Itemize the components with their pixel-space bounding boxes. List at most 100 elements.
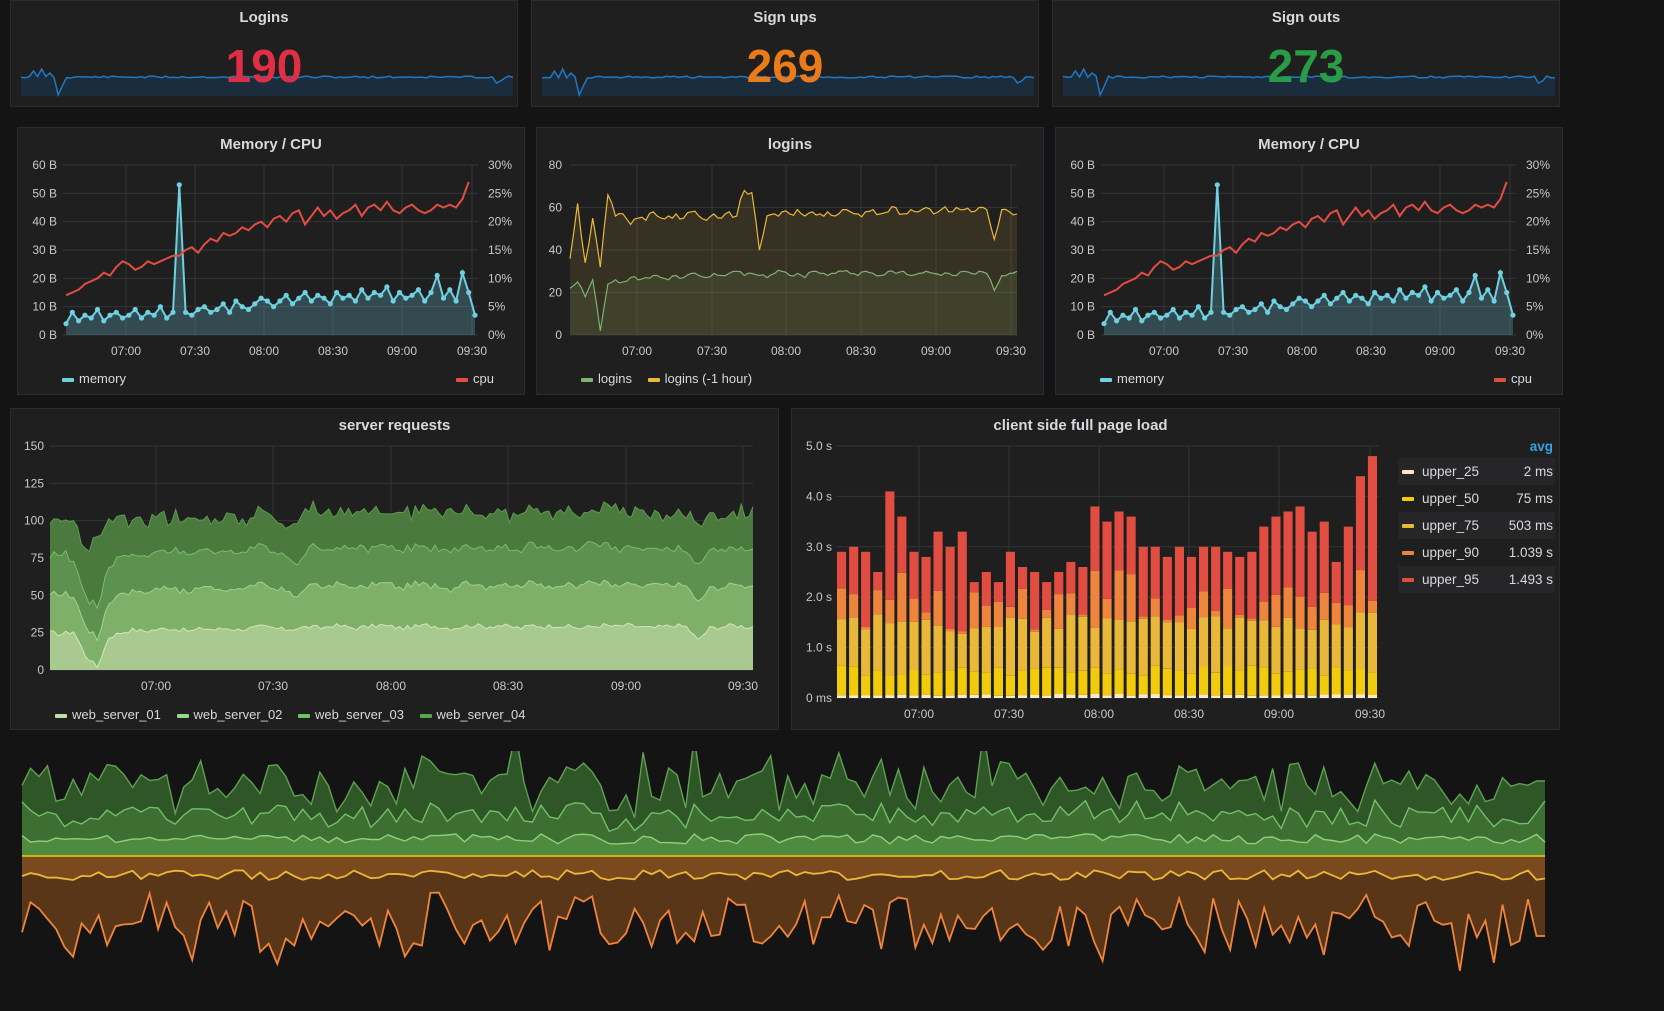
legend-web-server-03[interactable]: web_server_03 — [298, 707, 404, 722]
legend-upper-90[interactable]: upper_90 1.039 s — [1398, 539, 1555, 566]
legend-label: web_server_01 — [72, 707, 161, 722]
page-load-legend: avg upper_25 2 ms upper_50 75 ms upper_75 5… — [1398, 436, 1555, 593]
bar-upper_50 — [1126, 673, 1136, 696]
legend-web-server-01[interactable]: web_server_01 — [55, 707, 161, 722]
legend-upper-50[interactable]: upper_50 75 ms — [1398, 485, 1555, 512]
legend-web-server-04[interactable]: web_server_04 — [419, 707, 525, 722]
bar-upper_75 — [1126, 621, 1136, 674]
upper-line-1 — [21, 833, 1546, 845]
memory-point — [434, 272, 440, 279]
bar-upper_75 — [837, 619, 847, 666]
x-tick: 07:30 — [697, 344, 727, 358]
bar-upper_75 — [1355, 612, 1365, 669]
memory-point — [1378, 295, 1384, 301]
logins-panel[interactable]: logins 0 20 40 60 80 07:00 07:30 08:00 08:30 09:0… — [536, 127, 1044, 395]
bar-upper_50 — [837, 665, 847, 696]
memory-point — [220, 301, 226, 307]
lower-line-2 — [21, 890, 1545, 971]
legend-memory[interactable]: memory — [1100, 371, 1164, 386]
bottom-area-chart — [21, 751, 1546, 971]
stat-panel-sign-ups[interactable]: Sign ups 269 — [531, 0, 1039, 107]
memory-point — [113, 309, 119, 315]
legend-swatch — [1494, 377, 1507, 382]
x-tick: 08:30 — [493, 679, 523, 693]
bar-upper_25 — [1211, 695, 1221, 698]
legend-upper-25[interactable]: upper_25 2 ms — [1398, 458, 1555, 485]
bar-upper_90 — [1343, 605, 1353, 628]
bar-upper_75 — [1367, 612, 1377, 673]
legend-swatch — [456, 377, 469, 382]
bar-upper_95 — [1307, 531, 1317, 607]
legend-cpu[interactable]: cpu — [456, 371, 494, 386]
bar-upper_95 — [1199, 546, 1209, 592]
memory-point — [365, 295, 371, 301]
y-tick-right: 15% — [1526, 243, 1550, 257]
bar-upper_75 — [1054, 628, 1064, 668]
legend-cpu[interactable]: cpu — [1494, 371, 1532, 386]
memory-point — [1422, 284, 1428, 290]
memory-point — [126, 312, 132, 318]
stat-panel-sign-outs[interactable]: Sign outs 273 — [1052, 0, 1560, 107]
memory-cpu-panel-right[interactable]: Memory / CPU 0 B 0% 10 B 5% 20 B 10% 30 B 15% 40… — [1055, 127, 1563, 395]
legend-label: web_server_03 — [315, 707, 404, 722]
memory-point — [1151, 309, 1157, 315]
memory-point — [1265, 309, 1271, 315]
panel-title: logins — [767, 136, 813, 153]
bar-upper_50 — [1174, 670, 1184, 696]
bar-upper_75 — [897, 621, 907, 675]
bar-upper_75 — [1090, 627, 1100, 668]
y-tick-right: 5% — [1526, 300, 1544, 314]
memory-point — [1365, 301, 1371, 307]
x-tick: 09:00 — [611, 679, 641, 693]
legend-upper-75[interactable]: upper_75 503 ms — [1398, 512, 1555, 539]
bar-upper_25 — [1138, 694, 1148, 698]
legend-logins[interactable]: logins — [581, 371, 632, 386]
legend-memory[interactable]: memory — [62, 371, 126, 386]
memory-point — [453, 298, 459, 304]
sparkline-fill — [1063, 69, 1555, 96]
stat-value: 273 — [1267, 40, 1345, 92]
memory-point — [1447, 292, 1453, 298]
memory-cpu-panel-left[interactable]: Memory / CPU 0 B 0% 10 B 5% 20 B 10% 30 B 15% 40… — [17, 127, 525, 395]
memory-point — [1252, 306, 1258, 313]
bar-upper_95 — [1030, 572, 1040, 630]
bar-upper_95 — [1066, 561, 1076, 594]
bar-upper_95 — [1259, 526, 1269, 602]
bar-upper_90 — [1235, 614, 1245, 618]
x-tick: 08:30 — [1356, 344, 1386, 358]
legend-web-server-02[interactable]: web_server_02 — [176, 707, 282, 722]
legend-swatch — [55, 713, 67, 718]
memory-point — [1315, 298, 1321, 304]
x-tick: 07:00 — [1149, 344, 1179, 358]
legend-header-avg[interactable]: avg — [1529, 439, 1553, 454]
server-requests-panel[interactable]: server requests 0 25 50 75 100 125 150 07:00 07:… — [10, 408, 779, 730]
memory-point — [1283, 306, 1290, 313]
sparkline-fill — [21, 69, 513, 96]
bar-upper_90 — [849, 594, 859, 618]
bar-upper_50 — [873, 670, 883, 696]
memory-point — [107, 312, 113, 318]
x-tick: 09:00 — [1264, 707, 1294, 721]
bar-upper_95 — [957, 531, 967, 632]
y-tick-right: 20% — [488, 215, 512, 229]
bar-upper_25 — [1199, 694, 1209, 698]
bar-upper_90 — [1162, 619, 1172, 623]
bar-upper_95 — [1186, 556, 1196, 608]
panel-title: server requests — [338, 417, 451, 434]
memory-point — [409, 292, 415, 298]
legend-logins-prev[interactable]: logins (-1 hour) — [647, 371, 752, 386]
page-load-panel[interactable]: client side full page load 0 ms 1.0 s 2.0 … — [791, 408, 1560, 730]
sparkline-line — [20, 67, 514, 98]
stat-panel-logins[interactable]: Logins 190 — [10, 0, 518, 107]
bar-upper_75 — [861, 629, 871, 676]
bar-upper_50 — [1319, 675, 1329, 695]
bar-upper_90 — [1114, 570, 1124, 620]
y-tick-right: 30% — [488, 158, 512, 172]
bar-upper_50 — [945, 670, 955, 696]
y-tick-left: 20 B — [1070, 271, 1095, 285]
memory-point — [1478, 295, 1485, 301]
bar-upper_95 — [1271, 516, 1281, 595]
bar-upper_50 — [1150, 665, 1160, 695]
legend-upper-95[interactable]: upper_95 1.493 s — [1398, 566, 1555, 593]
memory-point — [208, 309, 214, 315]
